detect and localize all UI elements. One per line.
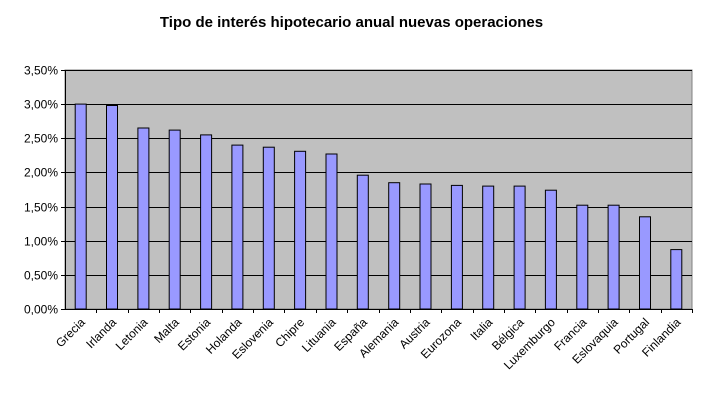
bar-austria [419, 183, 432, 310]
plot-area [64, 69, 693, 310]
y-tick-label: 2,00% [24, 166, 58, 180]
bar-francia [576, 204, 589, 310]
y-tick-label: 1,50% [24, 201, 58, 215]
bar-letonia [137, 127, 150, 310]
bar-lituania [325, 153, 338, 310]
y-tick-label: 3,50% [24, 64, 58, 78]
bar-eslovaquia [607, 204, 620, 310]
x-category-label: Letonia [113, 315, 151, 353]
bar-españa [356, 174, 369, 310]
bar-chipre [294, 150, 307, 310]
bar-portugal [639, 216, 651, 310]
bar-irlanda [106, 105, 118, 310]
x-category-label: Lituania [299, 315, 339, 355]
x-category-label: Italia [467, 315, 495, 343]
y-tick-label: 0,50% [24, 269, 58, 283]
bar-bélgica [513, 185, 526, 310]
bar-finlandia [670, 249, 683, 310]
y-tick-label: 0,00% [24, 303, 58, 317]
x-category-label: Grecia [53, 315, 88, 350]
bar-grecia [74, 103, 87, 310]
bar-alemania [388, 182, 401, 310]
y-tick-label: 2,50% [24, 132, 58, 146]
bar-eslovenia [262, 146, 275, 310]
y-tick-label: 3,00% [24, 98, 58, 112]
x-category-label: Irlanda [83, 315, 119, 351]
y-tick-label: 1,00% [24, 235, 58, 249]
bar-malta [168, 129, 181, 310]
bar-holanda [231, 144, 244, 310]
bar-estonia [200, 134, 213, 310]
bar-eurozona [450, 184, 463, 310]
bar-italia [482, 185, 495, 310]
bar-luxemburgo [544, 189, 557, 310]
chart-title: Tipo de interés hipotecario anual nuevas… [159, 14, 544, 31]
